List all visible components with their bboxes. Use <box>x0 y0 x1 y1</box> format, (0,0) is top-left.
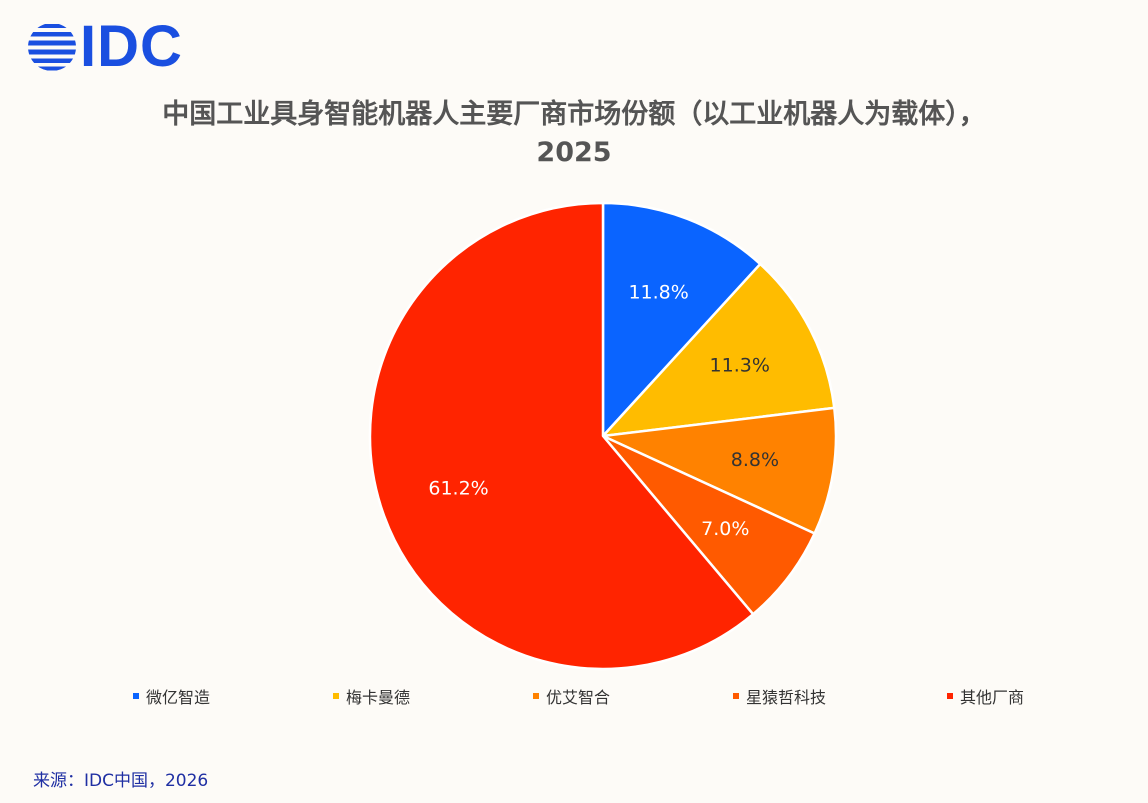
data-label-mech-mind: 11.3% <box>710 355 770 377</box>
chart-title: 中国工业具身智能机器人主要厂商市场份额（以工业机器人为载体）， 2025 <box>0 96 1148 172</box>
legend-label: 微亿智造 <box>146 688 211 707</box>
legend-label: 星猿哲科技 <box>746 688 827 707</box>
pie-slice-others <box>368 201 755 671</box>
data-label-weiyi: 11.8% <box>628 282 688 304</box>
legend-item-mech-mind: 梅卡曼德 <box>333 684 410 708</box>
pie-slice-xyz-robotics <box>601 434 816 616</box>
legend-item-others: 其他厂商 <box>947 684 1024 708</box>
idc-logo: IDC <box>26 18 183 76</box>
chart-title-line2: 2025 <box>536 137 612 168</box>
pie-slice-weiyi <box>601 201 762 438</box>
legend-item-youibot: 优艾智合 <box>533 684 610 708</box>
chart-title-line1: 中国工业具身智能机器人主要厂商市场份额（以工业机器人为载体）， <box>162 99 986 130</box>
legend-label: 其他厂商 <box>960 688 1025 707</box>
legend-item-weiyi: 微亿智造 <box>133 684 210 708</box>
source-note: 来源：IDC中国，2026 <box>33 771 209 791</box>
pie-slice-youibot <box>601 406 838 535</box>
legend-swatch <box>533 693 539 699</box>
legend-swatch <box>947 693 953 699</box>
legend-item-xyz-robotics: 星猿哲科技 <box>733 684 826 708</box>
legend-swatch <box>333 693 339 699</box>
legend-swatch <box>133 693 139 699</box>
logo-wordmark: IDC <box>80 14 183 79</box>
pie-slice-mech-mind <box>601 262 836 438</box>
data-label-xyz-robotics: 7.0% <box>701 518 749 540</box>
legend-label: 梅卡曼德 <box>346 688 411 707</box>
data-label-youibot: 8.8% <box>731 449 779 471</box>
chart-legend: 微亿智造 梅卡曼德 优艾智合 星猿哲科技 其他厂商 <box>0 684 1148 708</box>
legend-swatch <box>733 693 739 699</box>
idc-globe-icon <box>28 24 76 71</box>
legend-label: 优艾智合 <box>546 688 611 707</box>
data-label-others: 61.2% <box>428 478 488 500</box>
